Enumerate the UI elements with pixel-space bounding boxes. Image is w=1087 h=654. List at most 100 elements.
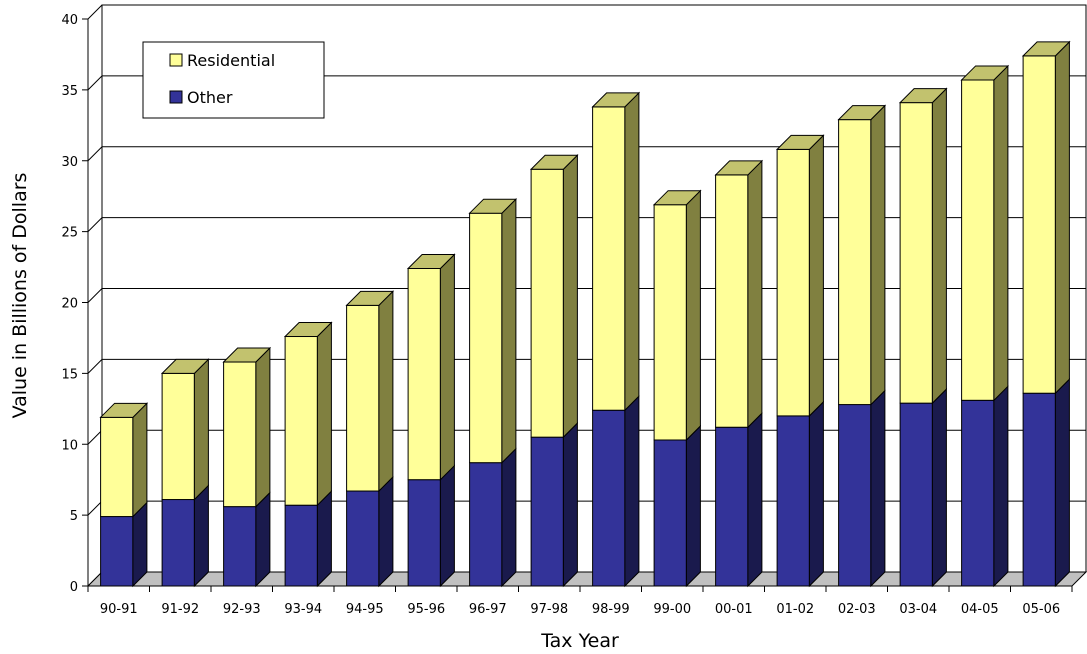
bars [99,40,1071,588]
gridline-side [87,4,103,20]
bar-residential-front [223,361,257,508]
bar-residential-top [591,92,641,108]
bar-other-93-94 [284,489,332,588]
gridline-side [87,429,103,445]
bar-residential-side [747,159,763,429]
y-tick-label: 30 [61,155,78,170]
y-tick-label: 20 [61,297,78,312]
x-axis-title: Tax Year [540,630,619,652]
legend: Residential Other [142,41,325,119]
bar-residential-side [439,253,455,481]
bar-other-front [592,409,626,587]
x-tick-label: 98-99 [592,602,630,617]
bar-residential-94-95 [345,290,395,493]
bar-residential-97-98 [529,154,579,439]
bar-residential-01-02 [775,134,825,418]
bar-residential-top [222,347,272,363]
x-tick-label: 93-94 [284,602,322,617]
bar-other-side [562,421,578,588]
bar-residential-92-93 [222,346,272,508]
bar-residential-top [345,290,395,306]
bar-other-front [653,439,687,587]
x-tick-label: 94-95 [346,602,384,617]
bar-residential-front [100,416,134,518]
x-tick-label: 90-91 [100,602,138,617]
bar-other-front [100,516,134,587]
bar-residential-front [284,336,318,506]
bar-residential-top [898,88,948,104]
bar-other-95-96 [407,464,455,588]
bar-other-side [316,489,332,588]
bar-residential-front [653,204,687,441]
x-tick-label: 95-96 [407,602,445,617]
bar-other-01-02 [776,400,824,588]
bar-other-front [407,479,441,587]
bar-other-91-92 [161,484,209,588]
bar-other-front [530,436,564,587]
bar-other-side [193,484,209,588]
bar-other-side [931,387,947,588]
bar-residential-side [193,358,209,501]
bar-residential-front [899,102,933,404]
bar-other-side [501,447,517,588]
y-tick-label: 0 [70,580,78,595]
x-tick-label: 99-00 [653,602,691,617]
bar-other-00-01 [715,412,763,588]
bar-residential-front [1022,55,1056,394]
bar-residential-top [283,322,333,338]
bar-residential-side [501,197,517,464]
y-tick-label: 15 [61,367,78,382]
bar-residential-02-03 [837,104,887,406]
bar-residential-side [132,402,148,518]
x-tick-label: 92-93 [223,602,261,617]
x-tick-label: 96-97 [469,602,507,617]
bar-residential-95-96 [406,253,456,481]
x-tick-label: 97-98 [530,602,568,617]
bar-other-front [838,404,872,587]
bar-residential-93-94 [283,321,333,507]
x-tick-label: 03-04 [899,602,937,617]
y-axis: 0 5 10 15 20 25 30 35 40 [61,13,89,595]
x-tick-label: 04-05 [961,602,999,617]
bar-other-front [1022,392,1056,587]
bar-residential-04-05 [960,64,1010,402]
bar-residential-front [838,119,872,406]
bar-other-front [961,399,995,587]
bar-other-front [469,462,503,587]
bar-other-92-93 [223,491,271,588]
bar-residential-side [685,189,701,442]
bar-other-front [346,490,380,587]
x-tick-label: 01-02 [776,602,814,617]
bar-residential-96-97 [468,197,518,464]
bar-residential-top [837,105,887,121]
y-axis-title: Value in Billions of Dollars [9,173,31,419]
bar-residential-side [870,104,886,406]
bar-residential-side [624,91,640,412]
legend-label-other: Other [187,88,233,107]
bar-residential-front [530,168,564,438]
bar-residential-top [468,198,518,214]
bar-other-side [993,385,1009,588]
bar-residential-side [808,134,824,418]
bar-residential-top [714,160,764,176]
y-tick-label: 35 [61,84,78,99]
bar-other-front [284,504,318,587]
gridline-side [87,359,103,374]
bar-other-side [439,464,455,588]
bar-residential-top [960,65,1010,81]
bar-residential-front [776,148,810,417]
bar-residential-00-01 [714,159,764,429]
bar-other-04-05 [961,385,1009,588]
bar-other-side [255,491,271,588]
bar-residential-front [592,106,626,411]
bar-residential-top [775,134,825,150]
legend-swatch-residential [169,53,183,67]
bar-residential-05-06 [1021,40,1071,395]
bar-residential-side [993,64,1009,402]
bar-residential-top [406,253,456,269]
bar-residential-98-99 [591,91,641,412]
x-tick-label: 00-01 [715,602,753,617]
x-axis: 90-91 91-92 92-93 93-94 94-95 95-96 96-97 97-98… [87,585,1073,617]
bar-residential-91-92 [160,358,210,501]
bar-residential-side [378,290,394,493]
